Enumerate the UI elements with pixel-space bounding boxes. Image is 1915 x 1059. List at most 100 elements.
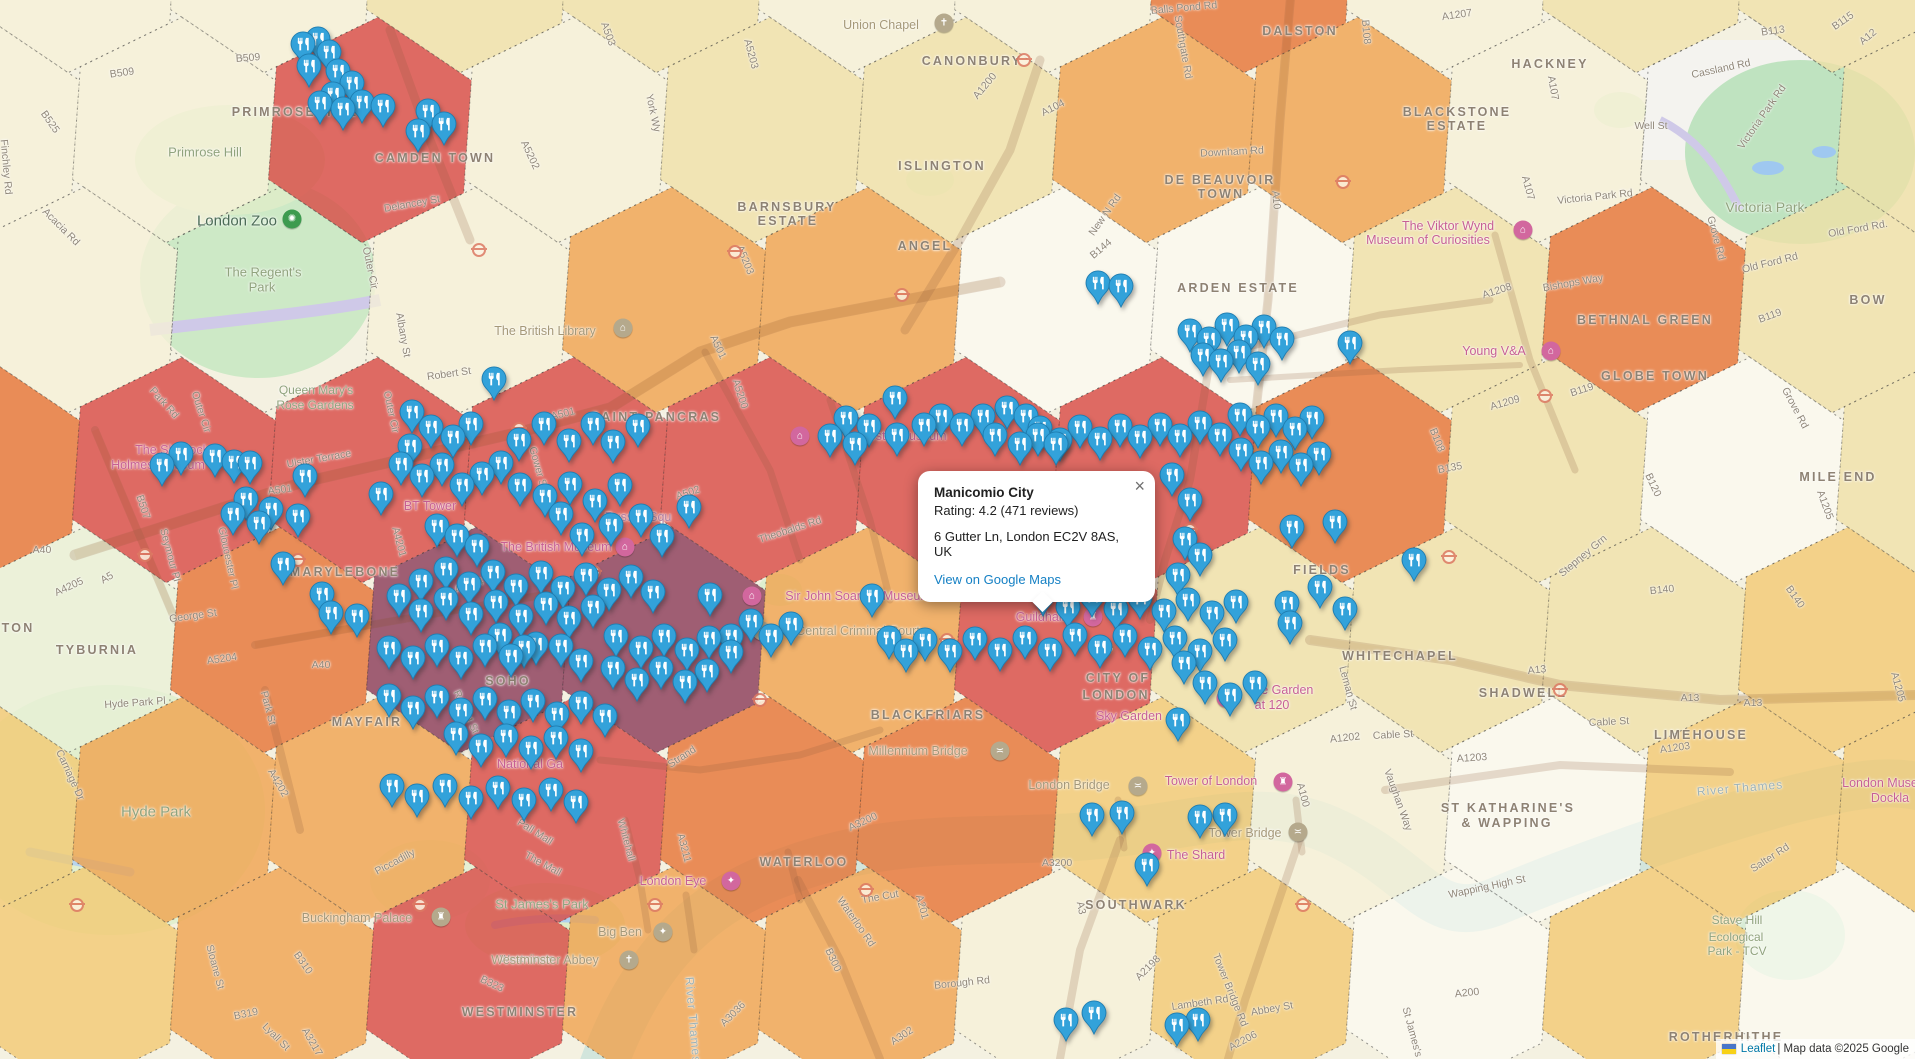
restaurant-marker[interactable] (738, 608, 764, 643)
restaurant-marker[interactable] (884, 422, 910, 457)
restaurant-marker[interactable] (598, 512, 624, 547)
restaurant-marker[interactable] (1208, 348, 1234, 383)
restaurant-marker[interactable] (1268, 439, 1294, 474)
restaurant-marker[interactable] (911, 412, 937, 447)
restaurant-marker[interactable] (507, 472, 533, 507)
restaurant-marker[interactable] (596, 577, 622, 612)
popup-google-maps-link[interactable]: View on Google Maps (934, 572, 1061, 587)
restaurant-marker[interactable] (409, 463, 435, 498)
restaurant-marker[interactable] (532, 483, 558, 518)
popup-close-button[interactable]: × (1134, 476, 1145, 496)
restaurant-marker[interactable] (1190, 342, 1216, 377)
restaurant-marker[interactable] (580, 411, 606, 446)
restaurant-marker[interactable] (424, 684, 450, 719)
restaurant-marker[interactable] (1245, 351, 1271, 386)
restaurant-marker[interactable] (1332, 596, 1358, 631)
restaurant-marker[interactable] (882, 385, 908, 420)
restaurant-marker[interactable] (563, 789, 589, 824)
restaurant-marker[interactable] (424, 633, 450, 668)
restaurant-marker[interactable] (1081, 1000, 1107, 1035)
restaurant-marker[interactable] (233, 486, 259, 521)
restaurant-marker[interactable] (1108, 273, 1134, 308)
restaurant-marker[interactable] (1055, 594, 1081, 629)
restaurant-marker[interactable] (648, 655, 674, 690)
restaurant-marker[interactable] (1288, 452, 1314, 487)
restaurant-marker[interactable] (603, 623, 629, 658)
restaurant-marker[interactable] (511, 787, 537, 822)
restaurant-marker[interactable] (1282, 416, 1308, 451)
restaurant-marker[interactable] (481, 366, 507, 401)
restaurant-marker[interactable] (600, 429, 626, 464)
restaurant-marker[interactable] (432, 773, 458, 808)
restaurant-marker[interactable] (893, 638, 919, 673)
restaurant-marker[interactable] (448, 645, 474, 680)
restaurant-marker[interactable] (1192, 670, 1218, 705)
restaurant-marker[interactable] (1187, 542, 1213, 577)
restaurant-marker[interactable] (778, 611, 804, 646)
restaurant-marker[interactable] (429, 452, 455, 487)
restaurant-marker[interactable] (1012, 625, 1038, 660)
restaurant-marker[interactable] (1214, 312, 1240, 347)
restaurant-marker[interactable] (628, 503, 654, 538)
restaurant-marker[interactable] (405, 118, 431, 153)
restaurant-marker[interactable] (912, 627, 938, 662)
restaurant-marker[interactable] (404, 783, 430, 818)
restaurant-marker[interactable] (1228, 437, 1254, 472)
restaurant-marker[interactable] (607, 472, 633, 507)
restaurant-marker[interactable] (1127, 424, 1153, 459)
restaurant-marker[interactable] (433, 586, 459, 621)
restaurant-marker[interactable] (580, 594, 606, 629)
restaurant-marker[interactable] (168, 441, 194, 476)
restaurant-marker[interactable] (1187, 804, 1213, 839)
restaurant-marker[interactable] (458, 411, 484, 446)
restaurant-marker[interactable] (386, 583, 412, 618)
restaurant-marker[interactable] (408, 568, 434, 603)
restaurant-marker[interactable] (246, 510, 272, 545)
restaurant-marker[interactable] (592, 703, 618, 738)
restaurant-marker[interactable] (379, 773, 405, 808)
restaurant-marker[interactable] (557, 471, 583, 506)
restaurant-marker[interactable] (582, 488, 608, 523)
restaurant-marker[interactable] (456, 571, 482, 606)
restaurant-marker[interactable] (220, 501, 246, 536)
restaurant-marker[interactable] (538, 777, 564, 812)
restaurant-marker[interactable] (376, 635, 402, 670)
restaurant-marker[interactable] (464, 533, 490, 568)
restaurant-marker[interactable] (1165, 707, 1191, 742)
restaurant-marker[interactable] (1322, 509, 1348, 544)
restaurant-marker[interactable] (1226, 339, 1252, 374)
restaurant-marker[interactable] (1337, 330, 1363, 365)
restaurant-marker[interactable] (285, 503, 311, 538)
restaurant-marker[interactable] (483, 589, 509, 624)
restaurant-marker[interactable] (292, 463, 318, 498)
restaurant-marker[interactable] (987, 637, 1013, 672)
restaurant-marker[interactable] (506, 427, 532, 462)
restaurant-marker[interactable] (697, 582, 723, 617)
restaurant-marker[interactable] (1067, 414, 1093, 449)
restaurant-marker[interactable] (376, 683, 402, 718)
restaurant-marker[interactable] (418, 414, 444, 449)
restaurant-marker[interactable] (758, 623, 784, 658)
restaurant-marker[interactable] (318, 600, 344, 635)
restaurant-marker[interactable] (1245, 414, 1271, 449)
restaurant-marker[interactable] (472, 686, 498, 721)
restaurant-marker[interactable] (469, 461, 495, 496)
restaurant-marker[interactable] (440, 424, 466, 459)
restaurant-marker[interactable] (1172, 526, 1198, 561)
restaurant-marker[interactable] (676, 494, 702, 529)
restaurant-marker[interactable] (856, 413, 882, 448)
restaurant-marker[interactable] (368, 481, 394, 516)
restaurant-marker[interactable] (674, 637, 700, 672)
restaurant-marker[interactable] (400, 645, 426, 680)
restaurant-marker[interactable] (1199, 600, 1225, 635)
restaurant-marker[interactable] (149, 452, 175, 487)
restaurant-marker[interactable] (817, 423, 843, 458)
leaflet-link[interactable]: Leaflet (1740, 1043, 1776, 1055)
restaurant-marker[interactable] (649, 523, 675, 558)
restaurant-marker[interactable] (339, 70, 365, 105)
restaurant-marker[interactable] (1196, 326, 1222, 361)
restaurant-marker[interactable] (458, 785, 484, 820)
restaurant-marker[interactable] (556, 605, 582, 640)
restaurant-marker[interactable] (640, 579, 666, 614)
restaurant-marker[interactable] (624, 667, 650, 702)
